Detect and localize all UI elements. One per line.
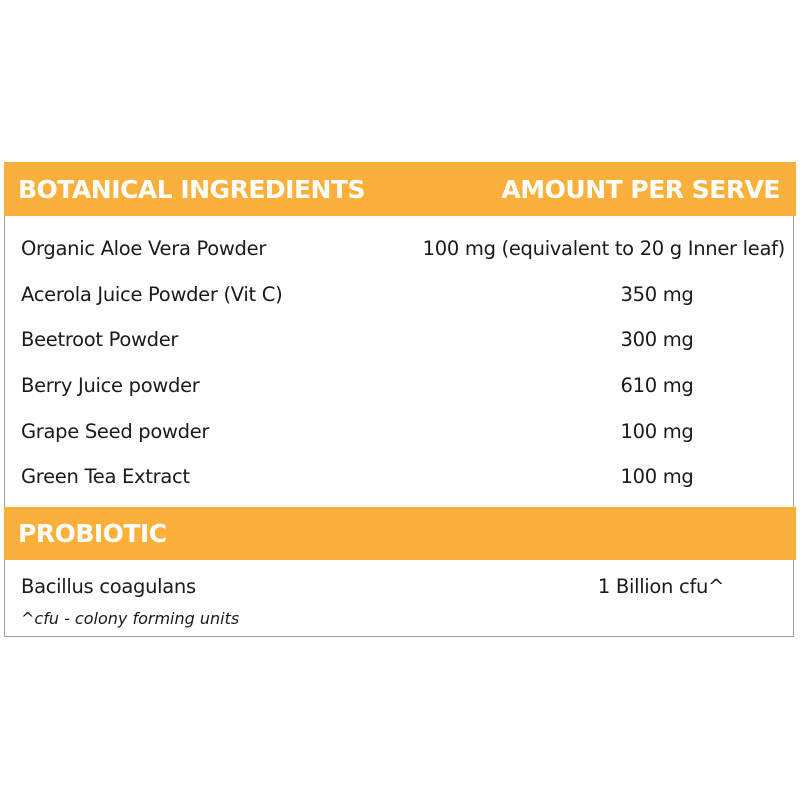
ingredient-amount: 100 mg (equivalent to 20 g Inner leaf) bbox=[422, 237, 786, 260]
ingredient-amount: 100 mg bbox=[620, 465, 694, 488]
table-row: Beetroot Powder 300 mg bbox=[5, 320, 793, 360]
table-row: Green Tea Extract 100 mg bbox=[5, 457, 793, 497]
ingredient-amount: 100 mg bbox=[620, 420, 694, 443]
ingredient-amount: 610 mg bbox=[620, 374, 694, 397]
ingredient-name: Grape Seed powder bbox=[21, 420, 210, 443]
footnote: ^cfu - colony forming units bbox=[21, 609, 240, 628]
table-row: Bacillus coagulans 1 Billion cfu^ bbox=[5, 567, 793, 607]
ingredient-name: Acerola Juice Powder (Vit C) bbox=[21, 283, 283, 306]
table-row: Organic Aloe Vera Powder 100 mg (equival… bbox=[5, 229, 793, 269]
probiotic-title: PROBIOTIC bbox=[18, 519, 167, 548]
table-row: Grape Seed powder 100 mg bbox=[5, 412, 793, 452]
probiotic-header: PROBIOTIC bbox=[4, 507, 796, 560]
ingredient-name: Bacillus coagulans bbox=[21, 575, 196, 598]
header-ingredients: BOTANICAL INGREDIENTS bbox=[18, 175, 366, 204]
ingredient-amount: 1 Billion cfu^ bbox=[597, 575, 725, 598]
ingredient-name: Organic Aloe Vera Powder bbox=[21, 237, 267, 260]
table-row: Berry Juice powder 610 mg bbox=[5, 366, 793, 406]
ingredient-name: Berry Juice powder bbox=[21, 374, 200, 397]
ingredients-table: BOTANICAL INGREDIENTS AMOUNT PER SERVE O… bbox=[4, 162, 796, 637]
ingredient-name: Green Tea Extract bbox=[21, 465, 190, 488]
ingredient-name: Beetroot Powder bbox=[21, 328, 179, 351]
ingredient-amount: 300 mg bbox=[620, 328, 694, 351]
table-row: Acerola Juice Powder (Vit C) 350 mg bbox=[5, 275, 793, 315]
ingredient-amount: 350 mg bbox=[620, 283, 694, 306]
table-header: BOTANICAL INGREDIENTS AMOUNT PER SERVE bbox=[4, 162, 796, 216]
header-amount: AMOUNT PER SERVE bbox=[501, 175, 780, 204]
